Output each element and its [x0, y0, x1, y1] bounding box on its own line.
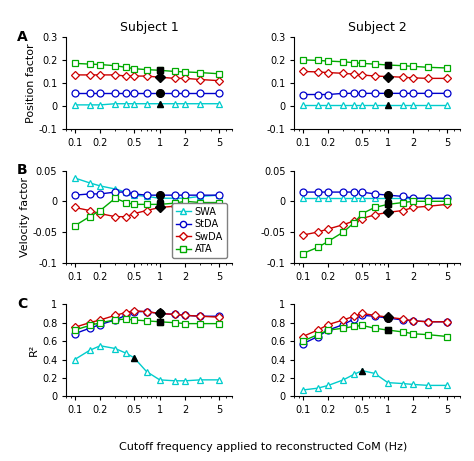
Y-axis label: Position factor: Position factor: [26, 43, 36, 123]
Title: Subject 1: Subject 1: [119, 21, 178, 34]
Y-axis label: Velocity factor: Velocity factor: [19, 177, 29, 257]
Text: Cutoff frequency applied to reconstructed CoM (Hz): Cutoff frequency applied to reconstructe…: [119, 442, 407, 452]
Y-axis label: R²: R²: [29, 344, 39, 356]
Text: A: A: [17, 30, 27, 43]
Text: B: B: [17, 163, 27, 177]
Title: Subject 2: Subject 2: [348, 21, 407, 34]
Text: C: C: [17, 297, 27, 311]
Legend: SWA, StDA, SwDA, ATA: SWA, StDA, SwDA, ATA: [173, 203, 227, 258]
